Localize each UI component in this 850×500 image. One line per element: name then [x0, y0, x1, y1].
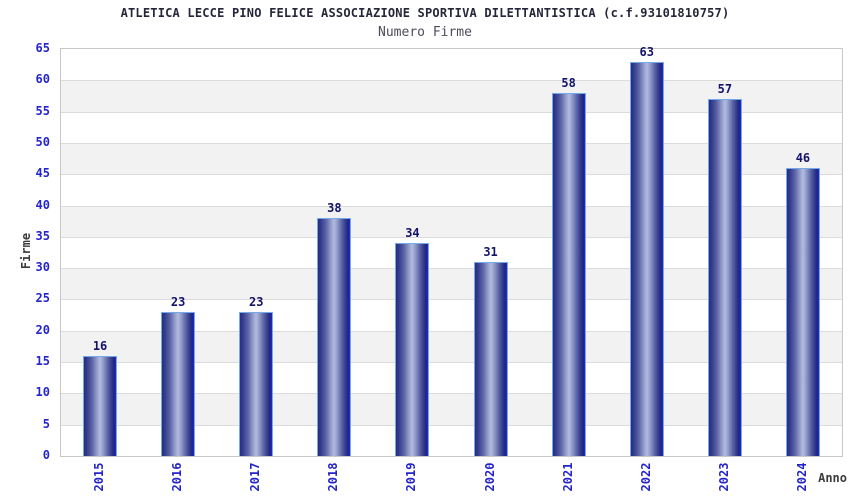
x-tick-label: 2015	[92, 462, 107, 492]
bar-value-label: 63	[639, 44, 654, 59]
y-tick-label: 65	[35, 41, 50, 55]
x-tick-label: 2022	[638, 462, 653, 492]
y-tick-label: 50	[35, 134, 50, 149]
x-tick-label: 2021	[560, 462, 575, 492]
bar-2015	[83, 355, 118, 456]
y-tick-label: 20	[35, 322, 50, 337]
bar-value-label: 23	[249, 294, 264, 309]
grid-line	[61, 424, 842, 426]
x-tick-label: 2018	[326, 462, 341, 492]
grid-line	[61, 174, 842, 176]
grid-line	[61, 80, 842, 82]
x-tick-label: 2016	[170, 462, 185, 492]
y-tick-label: 35	[35, 228, 50, 243]
bar-value-label: 23	[170, 294, 186, 309]
x-tick-label: 2023	[716, 462, 731, 492]
x-tick-label: 2024	[794, 462, 809, 492]
bar-2021	[551, 92, 586, 456]
grid-line	[61, 362, 842, 364]
bar-2022	[629, 61, 664, 456]
bar-value-label: 57	[717, 82, 733, 97]
y-tick-label: 15	[35, 354, 50, 369]
y-tick-label: 40	[35, 197, 50, 212]
chart-title: ATLETICA LECCE PINO FELICE ASSOCIAZIONE …	[120, 6, 730, 20]
x-tick-label: 2020	[482, 462, 497, 492]
grid-line	[61, 236, 842, 238]
y-tick-label: 55	[35, 103, 50, 118]
grid-line	[61, 111, 842, 113]
bar-2024	[785, 167, 820, 456]
grid-line	[61, 330, 842, 332]
x-tick-label: 2017	[248, 462, 263, 492]
grid-line	[61, 142, 842, 144]
plot-band	[61, 49, 842, 81]
bar-value-label: 58	[561, 75, 576, 90]
bar-value-label: 34	[405, 226, 420, 241]
grid-line	[61, 393, 842, 395]
bar-2018	[317, 218, 352, 456]
y-tick-label: 25	[35, 291, 50, 306]
bar-2020	[473, 261, 508, 456]
bar-value-label: 16	[92, 338, 108, 353]
bar-2016	[161, 312, 196, 456]
x-tick-label: 2019	[404, 462, 419, 492]
bar-value-label: 46	[795, 150, 811, 165]
y-tick-label: 60	[35, 72, 50, 87]
grid-line	[61, 268, 842, 270]
chart-subtitle: Numero Firme	[378, 25, 472, 40]
y-tick-label: 0	[42, 448, 50, 462]
bar-value-label: 31	[483, 244, 498, 259]
bar-value-label: 38	[327, 201, 342, 216]
plot-area: 16 23 23 38 34 31 58 63 57 46	[60, 44, 843, 457]
bar-2019	[395, 243, 430, 456]
y-tick-label: 10	[35, 385, 50, 400]
grid-line	[61, 205, 842, 207]
x-axis-title: Anno	[818, 471, 847, 485]
grid-line	[61, 299, 842, 301]
y-tick-label: 5	[42, 416, 50, 431]
bar-2017	[239, 312, 274, 456]
bar-2023	[707, 99, 742, 456]
y-tick-label: 30	[35, 260, 50, 275]
y-tick-label: 45	[35, 166, 50, 181]
